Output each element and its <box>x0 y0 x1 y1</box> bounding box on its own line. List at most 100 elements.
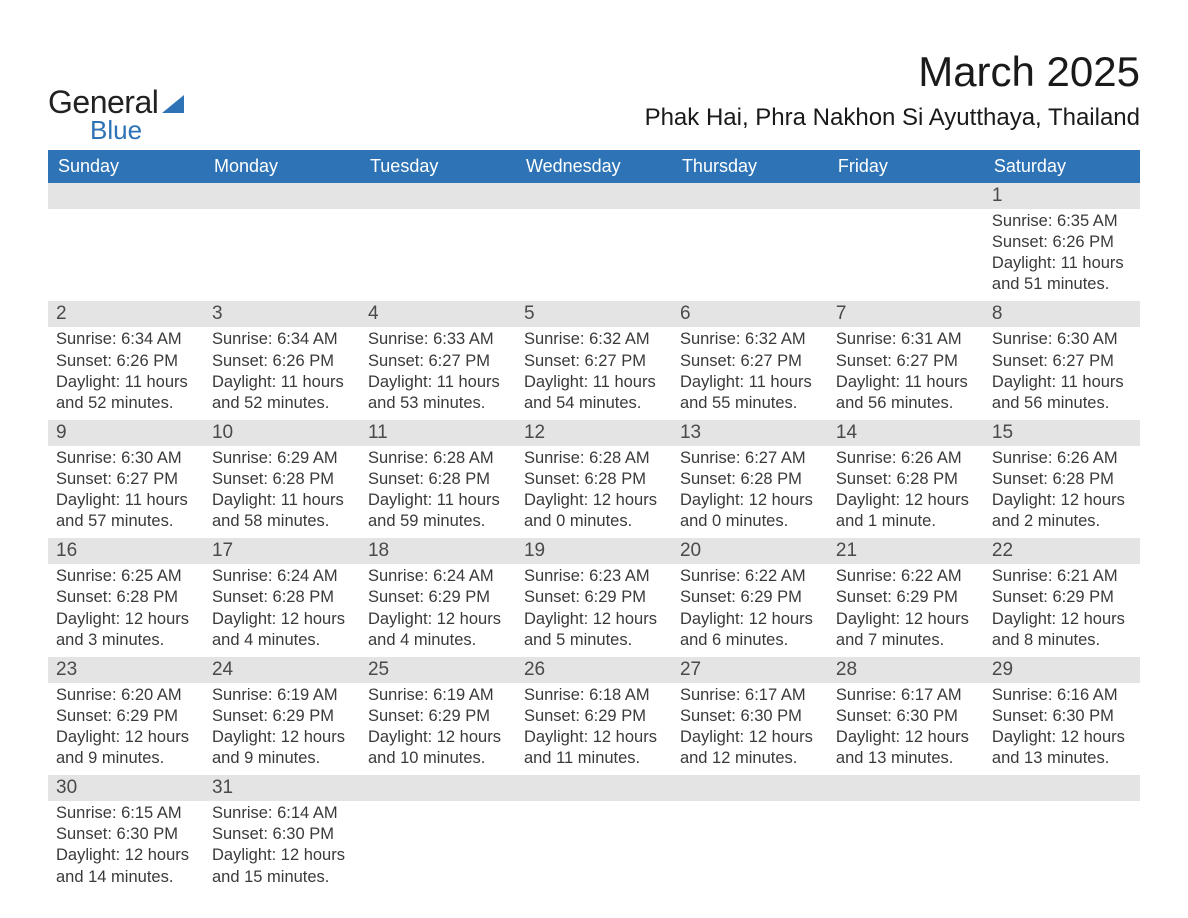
weekday-header: Thursday <box>672 150 828 183</box>
day-details: Sunrise: 6:30 AMSunset: 6:27 PMDaylight:… <box>984 327 1140 419</box>
day-details <box>516 801 672 887</box>
sunset-line: Sunset: 6:27 PM <box>524 351 664 372</box>
day-number <box>828 775 984 801</box>
day-number: 10 <box>204 420 360 446</box>
calendar-day-cell: 30Sunrise: 6:15 AMSunset: 6:30 PMDayligh… <box>48 775 204 893</box>
calendar-day-cell <box>984 775 1140 893</box>
day-number: 3 <box>204 301 360 327</box>
logo-triangle-icon <box>162 95 184 113</box>
day-details: Sunrise: 6:17 AMSunset: 6:30 PMDaylight:… <box>672 683 828 775</box>
day-number <box>360 183 516 209</box>
sunset-line: Sunset: 6:30 PM <box>992 706 1132 727</box>
daylight-line: Daylight: 12 hours and 8 minutes. <box>992 609 1132 651</box>
calendar-day-cell <box>204 183 360 301</box>
day-number: 31 <box>204 775 360 801</box>
day-number: 20 <box>672 538 828 564</box>
day-details <box>672 209 828 295</box>
sunset-line: Sunset: 6:26 PM <box>56 351 196 372</box>
sunset-line: Sunset: 6:28 PM <box>56 587 196 608</box>
day-details: Sunrise: 6:19 AMSunset: 6:29 PMDaylight:… <box>360 683 516 775</box>
day-number <box>360 775 516 801</box>
day-details <box>516 209 672 295</box>
daylight-line: Daylight: 11 hours and 58 minutes. <box>212 490 352 532</box>
day-number: 16 <box>48 538 204 564</box>
title-block: March 2025 Phak Hai, Phra Nakhon Si Ayut… <box>645 48 1140 142</box>
day-details: Sunrise: 6:28 AMSunset: 6:28 PMDaylight:… <box>516 446 672 538</box>
calendar-day-cell: 28Sunrise: 6:17 AMSunset: 6:30 PMDayligh… <box>828 657 984 775</box>
day-details: Sunrise: 6:30 AMSunset: 6:27 PMDaylight:… <box>48 446 204 538</box>
day-details: Sunrise: 6:24 AMSunset: 6:29 PMDaylight:… <box>360 564 516 656</box>
calendar-day-cell: 12Sunrise: 6:28 AMSunset: 6:28 PMDayligh… <box>516 420 672 538</box>
daylight-line: Daylight: 12 hours and 10 minutes. <box>368 727 508 769</box>
day-details <box>48 209 204 295</box>
calendar-day-cell: 14Sunrise: 6:26 AMSunset: 6:28 PMDayligh… <box>828 420 984 538</box>
sunset-line: Sunset: 6:28 PM <box>368 469 508 490</box>
sunset-line: Sunset: 6:29 PM <box>524 587 664 608</box>
weekday-header: Monday <box>204 150 360 183</box>
weekday-header-row: Sunday Monday Tuesday Wednesday Thursday… <box>48 150 1140 183</box>
day-details <box>672 801 828 887</box>
daylight-line: Daylight: 11 hours and 56 minutes. <box>992 372 1132 414</box>
daylight-line: Daylight: 12 hours and 6 minutes. <box>680 609 820 651</box>
sunrise-line: Sunrise: 6:17 AM <box>680 685 820 706</box>
day-number <box>828 183 984 209</box>
sunset-line: Sunset: 6:28 PM <box>212 469 352 490</box>
day-number: 17 <box>204 538 360 564</box>
sunrise-line: Sunrise: 6:31 AM <box>836 329 976 350</box>
calendar-day-cell: 19Sunrise: 6:23 AMSunset: 6:29 PMDayligh… <box>516 538 672 656</box>
calendar-day-cell: 2Sunrise: 6:34 AMSunset: 6:26 PMDaylight… <box>48 301 204 419</box>
daylight-line: Daylight: 11 hours and 59 minutes. <box>368 490 508 532</box>
day-number <box>672 183 828 209</box>
daylight-line: Daylight: 12 hours and 14 minutes. <box>56 845 196 887</box>
sunset-line: Sunset: 6:27 PM <box>56 469 196 490</box>
day-details: Sunrise: 6:15 AMSunset: 6:30 PMDaylight:… <box>48 801 204 893</box>
month-title: March 2025 <box>645 48 1140 96</box>
sunrise-line: Sunrise: 6:35 AM <box>992 211 1132 232</box>
day-details: Sunrise: 6:23 AMSunset: 6:29 PMDaylight:… <box>516 564 672 656</box>
day-details <box>360 801 516 887</box>
calendar-week-row: 23Sunrise: 6:20 AMSunset: 6:29 PMDayligh… <box>48 657 1140 775</box>
sunset-line: Sunset: 6:29 PM <box>680 587 820 608</box>
day-details <box>984 801 1140 887</box>
sunrise-line: Sunrise: 6:29 AM <box>212 448 352 469</box>
day-details: Sunrise: 6:27 AMSunset: 6:28 PMDaylight:… <box>672 446 828 538</box>
day-details: Sunrise: 6:26 AMSunset: 6:28 PMDaylight:… <box>828 446 984 538</box>
sunrise-line: Sunrise: 6:19 AM <box>212 685 352 706</box>
sunset-line: Sunset: 6:29 PM <box>992 587 1132 608</box>
weekday-header: Wednesday <box>516 150 672 183</box>
calendar-day-cell: 7Sunrise: 6:31 AMSunset: 6:27 PMDaylight… <box>828 301 984 419</box>
sunrise-line: Sunrise: 6:34 AM <box>212 329 352 350</box>
day-details: Sunrise: 6:34 AMSunset: 6:26 PMDaylight:… <box>204 327 360 419</box>
day-number: 6 <box>672 301 828 327</box>
weekday-header: Tuesday <box>360 150 516 183</box>
sunrise-line: Sunrise: 6:33 AM <box>368 329 508 350</box>
daylight-line: Daylight: 12 hours and 4 minutes. <box>368 609 508 651</box>
sunset-line: Sunset: 6:27 PM <box>992 351 1132 372</box>
calendar-day-cell: 15Sunrise: 6:26 AMSunset: 6:28 PMDayligh… <box>984 420 1140 538</box>
day-number: 29 <box>984 657 1140 683</box>
day-details <box>360 209 516 295</box>
day-number: 25 <box>360 657 516 683</box>
day-details: Sunrise: 6:33 AMSunset: 6:27 PMDaylight:… <box>360 327 516 419</box>
sunrise-line: Sunrise: 6:30 AM <box>56 448 196 469</box>
day-details: Sunrise: 6:31 AMSunset: 6:27 PMDaylight:… <box>828 327 984 419</box>
sunrise-line: Sunrise: 6:16 AM <box>992 685 1132 706</box>
calendar-week-row: 2Sunrise: 6:34 AMSunset: 6:26 PMDaylight… <box>48 301 1140 419</box>
calendar-day-cell: 11Sunrise: 6:28 AMSunset: 6:28 PMDayligh… <box>360 420 516 538</box>
daylight-line: Daylight: 11 hours and 52 minutes. <box>56 372 196 414</box>
weekday-header: Friday <box>828 150 984 183</box>
day-details: Sunrise: 6:32 AMSunset: 6:27 PMDaylight:… <box>516 327 672 419</box>
day-number: 24 <box>204 657 360 683</box>
sunset-line: Sunset: 6:30 PM <box>836 706 976 727</box>
day-details: Sunrise: 6:20 AMSunset: 6:29 PMDaylight:… <box>48 683 204 775</box>
day-number: 8 <box>984 301 1140 327</box>
daylight-line: Daylight: 11 hours and 57 minutes. <box>56 490 196 532</box>
calendar-day-cell: 8Sunrise: 6:30 AMSunset: 6:27 PMDaylight… <box>984 301 1140 419</box>
location-subtitle: Phak Hai, Phra Nakhon Si Ayutthaya, Thai… <box>645 104 1140 132</box>
daylight-line: Daylight: 11 hours and 51 minutes. <box>992 253 1132 295</box>
calendar-week-row: 1Sunrise: 6:35 AMSunset: 6:26 PMDaylight… <box>48 183 1140 301</box>
calendar-day-cell: 9Sunrise: 6:30 AMSunset: 6:27 PMDaylight… <box>48 420 204 538</box>
calendar-day-cell: 5Sunrise: 6:32 AMSunset: 6:27 PMDaylight… <box>516 301 672 419</box>
day-number <box>48 183 204 209</box>
day-details: Sunrise: 6:18 AMSunset: 6:29 PMDaylight:… <box>516 683 672 775</box>
